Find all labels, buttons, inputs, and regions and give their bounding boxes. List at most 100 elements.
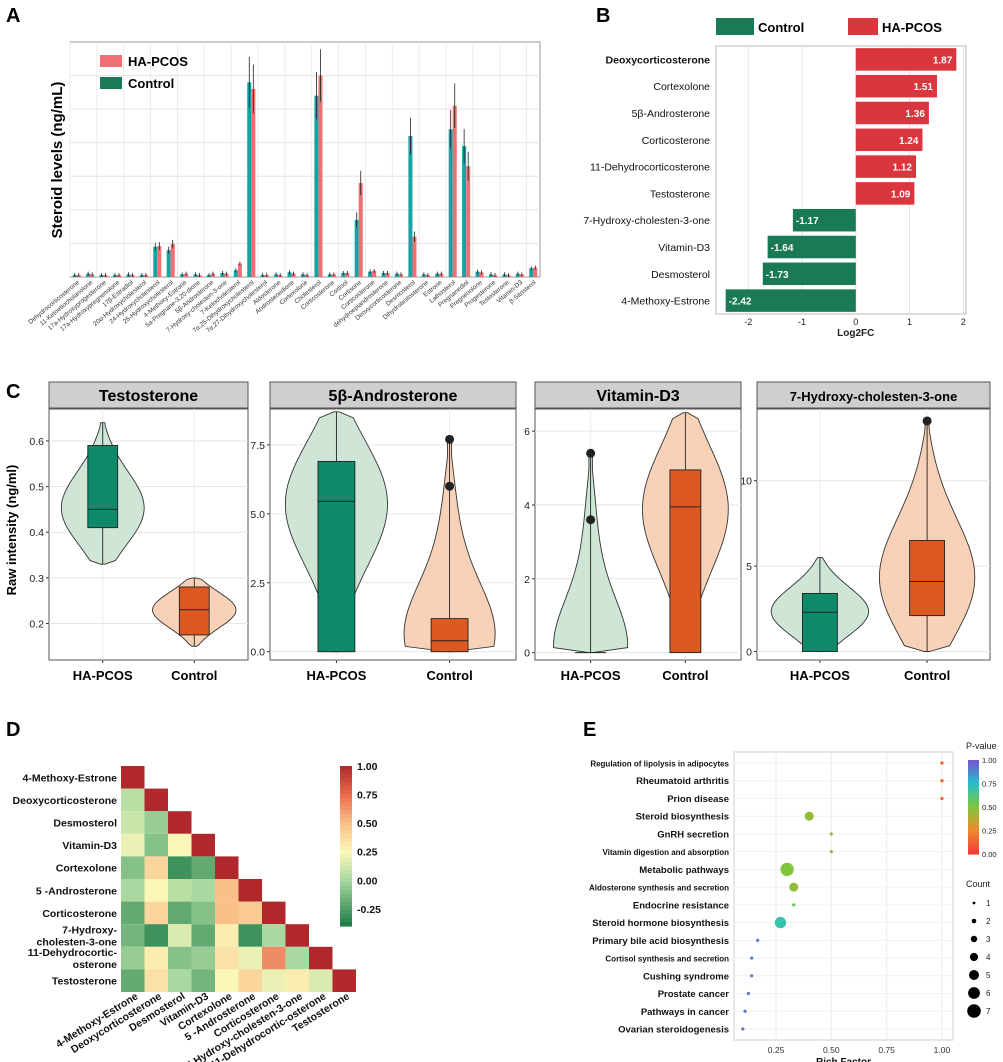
e-count-legend-point — [972, 901, 976, 905]
d-heatmap-cell — [215, 901, 239, 925]
a-legend-swatch-hapcos — [100, 55, 122, 67]
c-tick-label-y: 5 — [746, 561, 752, 573]
d-heatmap-cell — [191, 856, 215, 879]
c-box — [669, 469, 702, 654]
panel-d-correlation-heatmap: D 4-Methoxy-Estrone Deoxycorticosterone Des… — [6, 719, 381, 1062]
c-tick-label-y: 7.5 — [250, 440, 265, 452]
e-pathway-point — [780, 862, 794, 877]
e-pvalue-colorbar-segment — [968, 788, 979, 792]
e-count-legend-point — [968, 987, 980, 999]
b-bar — [792, 208, 856, 232]
d-colorbar-tick-label: 0.50 — [357, 818, 378, 830]
e-pvalue-colorbar-segment — [968, 847, 979, 852]
panel-label-c: C — [6, 381, 20, 403]
d-heatmap-cell — [144, 969, 168, 992]
e-pathway-label: Prostate cancer — [658, 989, 730, 1000]
d-colorbar-segment — [340, 910, 352, 915]
d-row-label: 5 -Androsterone — [36, 885, 117, 897]
b-category-label: 4-Methoxy-Estrone — [621, 296, 710, 308]
e-pathway-point — [940, 779, 944, 783]
d-colorbar-segment — [340, 886, 352, 891]
d-row-label-cont: osterone — [73, 959, 118, 971]
b-category-label: Testosterone — [650, 188, 710, 200]
d-heatmap-cell — [238, 969, 262, 992]
d-colorbar-segment — [340, 850, 352, 855]
e-count-legend-point — [970, 935, 978, 943]
d-colorbar-segment — [340, 854, 352, 859]
e-pvalue-colorbar-segment — [968, 810, 979, 814]
c-tick-label-x: HA-PCOS — [73, 668, 133, 683]
d-colorbar-segment — [340, 822, 352, 827]
c-facet-title: Testosterone — [99, 388, 198, 405]
c-facet-title: 5β-Androsterone — [329, 388, 458, 405]
c-tick-label-x: Control — [171, 668, 217, 683]
b-data-label: 1.09 — [891, 189, 911, 200]
b-category-label: Deoxycorticosterone — [606, 54, 711, 66]
d-row-label: Cortexolone — [56, 863, 117, 875]
d-heatmap-cell — [285, 946, 309, 970]
c-tick-label-y: 0.5 — [29, 482, 44, 494]
b-legend-swatch-hapcos — [848, 18, 878, 35]
d-colorbar-tick-label: 0.25 — [357, 847, 378, 859]
c-tick-label-y: 4 — [524, 500, 530, 512]
d-colorbar-tick-label: 0.75 — [357, 790, 378, 802]
c-tick-label-y: 0.4 — [29, 527, 44, 539]
a-ylabel: Steroid levels (ng/mL) — [49, 82, 66, 239]
d-heatmap-cell — [168, 901, 192, 925]
b-data-label: 1.87 — [933, 55, 953, 66]
e-tick-label-x: 0.75 — [878, 1045, 895, 1055]
c-outlier-point — [586, 515, 596, 525]
d-heatmap-cell — [191, 879, 215, 902]
d-heatmap-cell — [262, 901, 286, 925]
b-data-label: -1.17 — [796, 216, 819, 227]
b-bar — [855, 128, 923, 152]
d-colorbar-segment — [340, 874, 352, 879]
c-box — [317, 460, 356, 653]
e-pvalue-colorbar-segment — [968, 835, 979, 839]
d-colorbar-segment — [340, 766, 352, 771]
d-colorbar-segment — [340, 922, 352, 927]
e-pathway-point — [750, 974, 754, 978]
b-bar — [767, 235, 856, 259]
e-pathway-label: Ovarian steroidogenesis — [618, 1025, 729, 1036]
a-bar-hapcos — [237, 263, 242, 277]
e-pvalue-tick-label: 0.25 — [982, 827, 997, 836]
a-bar-hapcos — [157, 246, 162, 277]
e-pathway-label: Metabolic pathways — [639, 865, 729, 876]
d-heatmap-cell — [215, 946, 239, 970]
d-heatmap-cell — [238, 946, 262, 970]
d-colorbar-segment — [340, 786, 352, 791]
d-colorbar-segment — [340, 862, 352, 867]
d-colorbar-segment — [340, 842, 352, 847]
c-tick-label-y: 0 — [746, 646, 752, 658]
d-heatmap-cell — [285, 969, 309, 992]
e-pathway-point — [792, 903, 796, 907]
e-pathway-point — [940, 796, 944, 801]
d-colorbar-segment — [340, 794, 352, 799]
e-pvalue-colorbar-segment — [968, 797, 979, 802]
e-pathway-point — [746, 991, 750, 996]
d-row-label-cont: cholesten-3-one — [36, 937, 117, 949]
e-count-legend-point — [967, 1004, 981, 1018]
e-pathway-label: Steroid biosynthesis — [636, 812, 729, 823]
d-colorbar-segment — [340, 870, 352, 875]
b-tick-label-x: 1 — [907, 317, 912, 327]
b-bar — [725, 289, 856, 312]
e-pvalue-colorbar-segment — [968, 803, 979, 808]
b-data-label: 1.36 — [905, 109, 925, 120]
e-count-legend-point — [969, 970, 979, 980]
d-colorbar-segment — [340, 834, 352, 839]
d-colorbar-segment — [340, 894, 352, 899]
d-heatmap-cell — [168, 969, 192, 992]
b-category-label: Corticosterone — [642, 135, 710, 147]
e-pvalue-tick-label: 1.00 — [982, 756, 997, 765]
d-heatmap-cell — [121, 924, 145, 947]
d-colorbar-segment — [340, 902, 352, 907]
a-bar-hapcos — [251, 89, 256, 277]
a-bar-control — [314, 95, 319, 277]
panel-label-b: B — [596, 5, 610, 27]
e-pathway-point — [804, 811, 814, 821]
a-bar-control — [448, 129, 453, 277]
panel-b-log2fc-bar-chart: B -2 -1 0 1 2 Log2FC 1.87 Deoxycorticosterone 1.5… — [583, 5, 967, 339]
d-heatmap-cell — [191, 924, 215, 947]
